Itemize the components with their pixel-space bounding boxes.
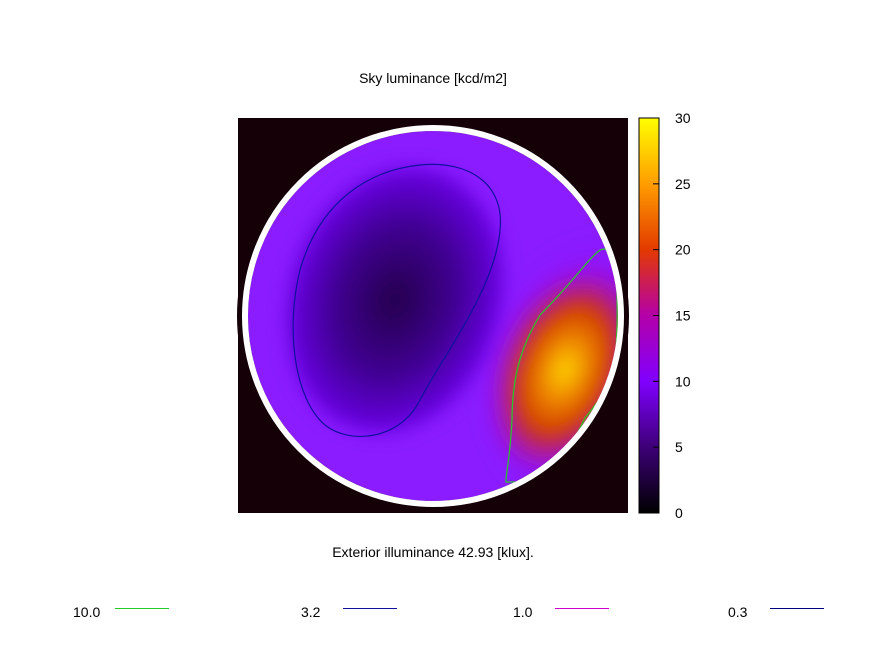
legend-label: 3.2 [301, 604, 321, 620]
chart-subtitle: Exterior illuminance 42.93 [klux]. [332, 544, 534, 560]
legend-line [555, 608, 609, 609]
chart-title: Sky luminance [kcd/m2] [359, 70, 507, 86]
legend-line [343, 608, 397, 609]
contour-3-2 [292, 163, 502, 437]
colorbar-ticks: 0 5 10 15 20 25 30 [653, 110, 691, 521]
legend-line [115, 608, 169, 609]
colorbar-gradient [639, 118, 659, 513]
colorbar-tick-label: 15 [675, 308, 691, 324]
sky-disk-rim [242, 125, 624, 507]
colorbar-tick-label: 5 [675, 439, 683, 455]
legend-label: 0.3 [728, 604, 748, 620]
colorbar-tick-label: 20 [675, 242, 691, 258]
colorbar-tick-label: 30 [675, 110, 691, 126]
colorbar: 0 5 10 15 20 25 30 [638, 110, 691, 521]
colorbar-tick-label: 0 [675, 505, 683, 521]
colorbar-tick-label: 25 [675, 176, 691, 192]
sky-disk [248, 131, 618, 501]
legend-label: 1.0 [513, 604, 533, 620]
legend-label: 10.0 [73, 604, 101, 620]
colorbar-tick-label: 10 [675, 373, 691, 389]
legend-line [770, 608, 824, 609]
